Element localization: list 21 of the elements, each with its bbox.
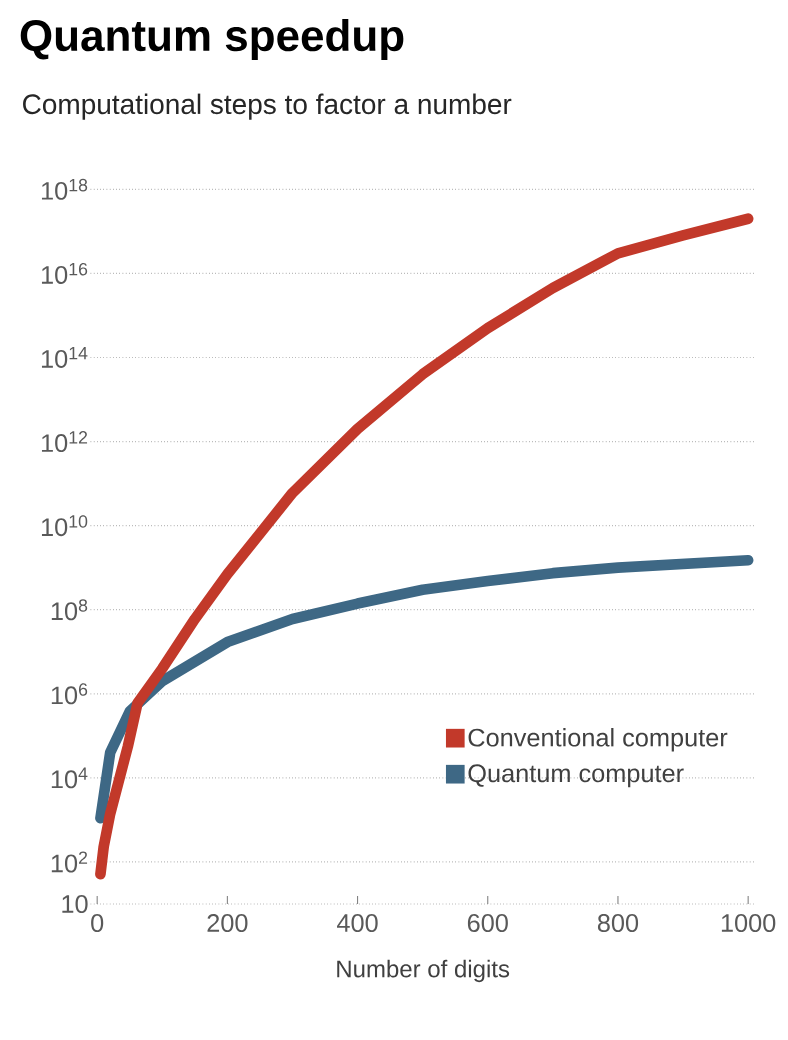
chart-title: Quantum speedup	[20, 18, 404, 60]
y-tick-label: 10	[62, 895, 88, 913]
legend-label: Quantum computer	[468, 764, 684, 788]
y-tick-label: 10$^{16}$	[41, 262, 88, 284]
x-tick-label: 1000	[721, 914, 776, 932]
x-tick-label: 600	[467, 914, 508, 932]
y-tick-label: 10$^{12}$	[41, 431, 88, 453]
chart-subtitle: Computational steps to factor a number	[23, 93, 512, 120]
y-tick-label: 10$^{8}$	[51, 599, 88, 621]
x-tick-label: 200	[207, 914, 248, 932]
x-tick-label: 800	[597, 914, 639, 932]
x-axis-title: Number of digits	[337, 959, 510, 983]
y-tick-label: 10$^{4}$	[51, 767, 88, 789]
y-tick-label: 10$^{18}$	[41, 178, 88, 200]
x-tick-label: 400	[337, 914, 378, 932]
legend-label: Conventional computer	[468, 728, 728, 752]
y-tick-label: 10$^{14}$	[41, 347, 88, 368]
y-tick-label: 10$^{10}$	[41, 515, 88, 537]
x-tick-label: 0	[91, 914, 104, 932]
y-tick-label: 10$^{6}$	[51, 683, 88, 705]
y-tick-label: 10$^{2}$	[51, 851, 88, 873]
